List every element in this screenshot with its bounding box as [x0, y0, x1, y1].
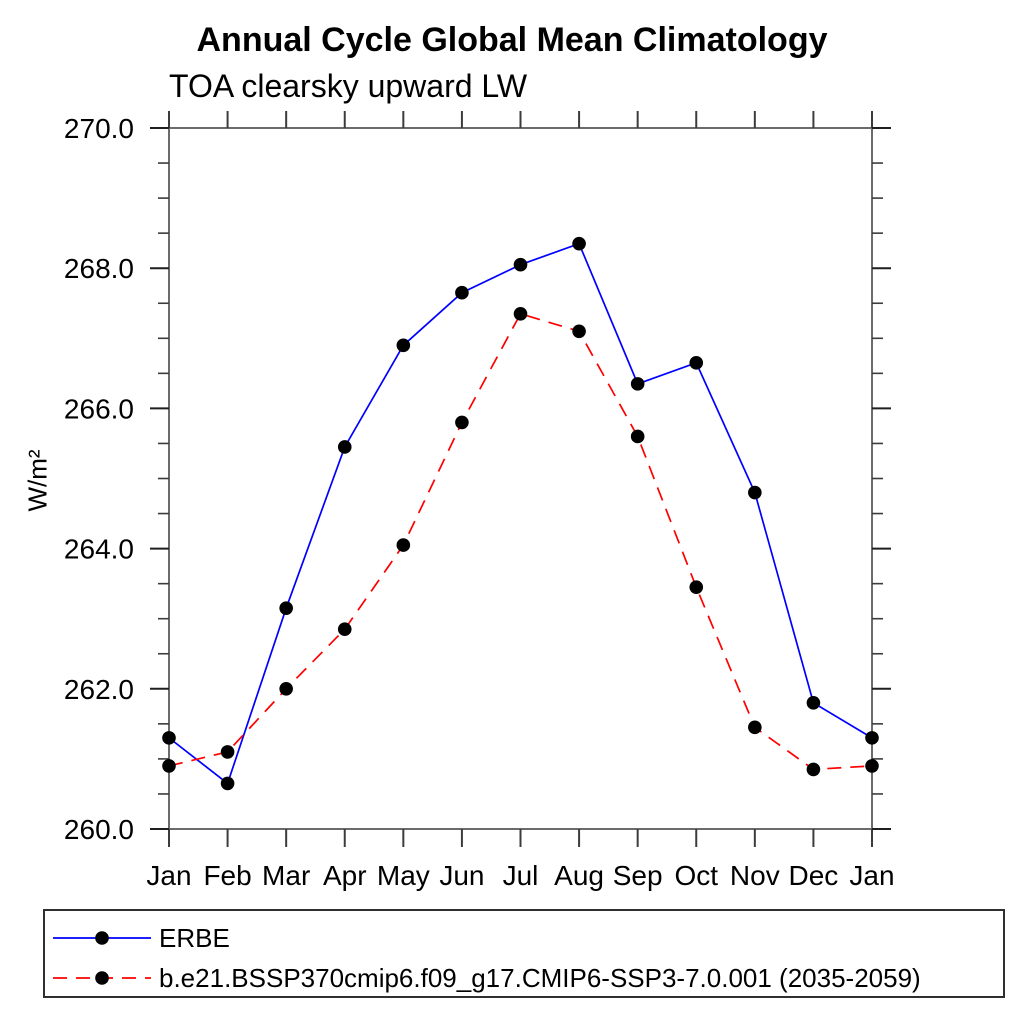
svg-text:Mar: Mar: [262, 860, 310, 891]
svg-text:Jan: Jan: [146, 860, 191, 891]
svg-text:Aug: Aug: [554, 860, 604, 891]
svg-text:270.0: 270.0: [64, 113, 134, 144]
svg-text:262.0: 262.0: [64, 674, 134, 705]
svg-text:Dec: Dec: [789, 860, 839, 891]
svg-text:Apr: Apr: [323, 860, 367, 891]
legend-sample-model-line: [53, 971, 151, 985]
svg-text:Nov: Nov: [730, 860, 780, 891]
legend-sample-erbe-line: [53, 931, 151, 945]
svg-text:264.0: 264.0: [64, 534, 134, 565]
svg-text:Jan: Jan: [849, 860, 894, 891]
legend-item-model: b.e21.BSSP370cmip6.f09_g17.CMIP6-SSP3-7.…: [48, 958, 921, 998]
svg-text:May: May: [377, 860, 430, 891]
chart-title: Annual Cycle Global Mean Climatology: [196, 21, 828, 59]
svg-text:Oct: Oct: [674, 860, 718, 891]
svg-text:260.0: 260.0: [64, 814, 134, 845]
legend-box: ERBE b.e21.BSSP370cmip6.f09_g17.CMIP6-SS…: [43, 909, 1005, 998]
svg-text:Jun: Jun: [439, 860, 484, 891]
svg-text:Sep: Sep: [613, 860, 663, 891]
svg-text:Feb: Feb: [203, 860, 251, 891]
svg-text:Jul: Jul: [503, 860, 539, 891]
legend-item-erbe: ERBE: [48, 918, 230, 958]
svg-text:266.0: 266.0: [64, 393, 134, 424]
svg-text:268.0: 268.0: [64, 253, 134, 284]
legend-label-model: b.e21.BSSP370cmip6.f09_g17.CMIP6-SSP3-7.…: [159, 962, 921, 993]
chart-subtitle: TOA clearsky upward LW: [169, 68, 528, 104]
legend-label-erbe: ERBE: [159, 922, 230, 953]
